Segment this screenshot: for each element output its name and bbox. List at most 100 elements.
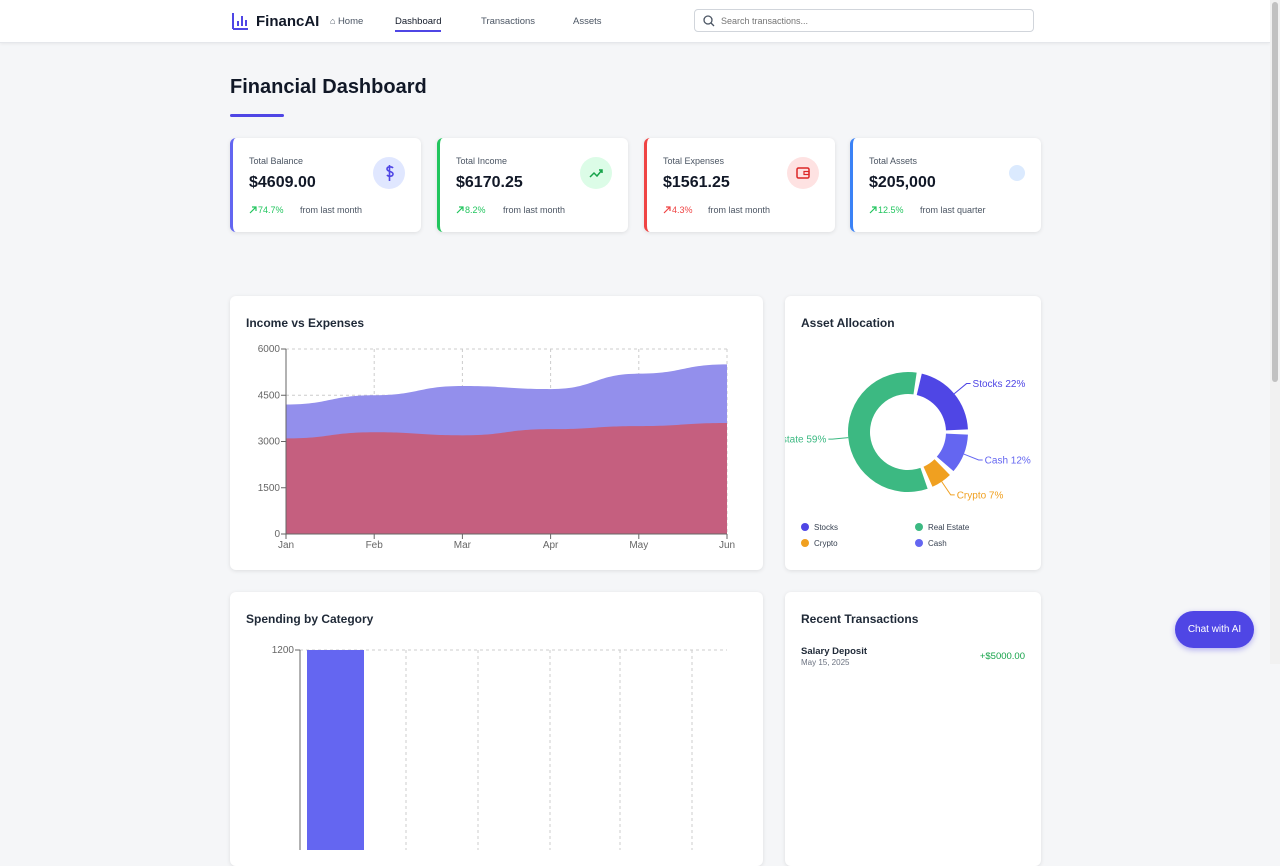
y-tick-label: 4500 [258,390,281,401]
y-tick-label: 1200 [272,645,295,656]
x-tick-label: May [629,540,648,551]
x-tick-label: Feb [366,540,384,551]
y-tick-label: 3000 [258,437,281,448]
transaction-date: May 15, 2025 [801,658,850,667]
legend-label: Real Estate [928,523,970,532]
arrow-path [249,206,257,214]
stat-note: from last month [300,205,363,215]
arrow-path [869,206,877,214]
stat-label: Total Expenses [663,156,725,166]
legend-label: Crypto [814,539,838,548]
stat-change: 12.5% [878,205,904,215]
trend-arrow [663,206,671,214]
chat-button[interactable]: Chat with AI [1175,611,1254,648]
chart-card: Spending by Category 1200 [230,592,763,866]
stat-label: Total Balance [249,156,304,166]
arrow-path [456,206,464,214]
trend-arrow [869,206,877,214]
stat-note: from last month [503,205,566,215]
transactions-card: Recent Transactions Salary Deposit May 1… [785,592,1041,866]
trend-arrow [456,206,464,214]
legend-swatch [801,539,809,547]
stat-card: Total Expenses $1561.25 4.3% from last mont… [644,138,835,232]
legend-swatch [915,523,923,531]
stat-icon [373,157,405,189]
stat-change: 4.3% [672,205,693,215]
stat-card: Total Income $6170.25 8.2% from last month [437,138,628,232]
stat-change: 8.2% [465,205,486,215]
chart-title: Spending by Category [246,612,374,626]
search-input[interactable] [694,9,1034,32]
label-line [953,383,971,395]
slice-label: Real Estate 59% [785,435,826,446]
nav-link-text: Assets [573,16,602,27]
navbar: FinancAI ⌂ Home Dashboard Transactions A… [0,0,1270,43]
chart-card: Income vs Expenses 0 1500 3000 4500 6000 Jan Fe… [230,296,763,570]
stat-card: Total Assets $205,000 12.5% from last quart… [850,138,1041,232]
trend-arrow [249,206,257,214]
legend-label: Cash [928,539,947,548]
y-tick-label: 1500 [258,483,281,494]
stat-card: Total Balance $4609.00 74.7% from last mont… [230,138,421,232]
logo[interactable]: FinancAI [256,13,320,30]
donut-chart: Stocks 22% Real Estate 59% Crypto 7% Cash 1… [785,372,1031,548]
chart-title: Income vs Expenses [246,316,365,330]
pie-slice [936,433,968,472]
stat-icon [1009,165,1025,181]
chart-title: Asset Allocation [801,316,895,330]
stat-icon [787,157,819,189]
y-tick-label: 0 [274,529,280,540]
nav-link[interactable]: Transactions [481,16,535,27]
stat-value: $205,000 [869,174,936,191]
stat-note: from last month [708,205,771,215]
stat-value: $4609.00 [249,174,316,191]
stat-label: Total Income [456,156,508,166]
bar [307,650,364,850]
label-line [963,453,983,461]
title-underline [230,114,284,117]
transaction-name: Salary Deposit [801,646,867,657]
slice-label: Cash 12% [985,455,1031,466]
nav-link-text: Transactions [481,16,536,27]
stat-value: $1561.25 [663,174,730,191]
icon-shape [386,165,394,181]
stat-label: Total Assets [869,156,918,166]
slice-label: Crypto 7% [957,490,1004,501]
page-title: Financial Dashboard [230,76,427,98]
stat-icon [580,157,612,189]
nav-link[interactable]: ⌂ Home [330,16,364,27]
arrow-path [663,206,671,214]
nav-link-text: Dashboard [395,16,442,27]
icon-shape [589,169,603,178]
pie-slice [923,459,950,487]
slice-label: Stocks 22% [973,379,1026,390]
legend-swatch [801,523,809,531]
pie-slice [848,372,928,492]
logo-icon [232,13,248,30]
legend-swatch [915,539,923,547]
pie-slice [916,373,968,431]
x-tick-label: Jun [719,540,735,551]
x-tick-label: Apr [543,540,559,551]
x-tick-label: Jan [278,540,294,551]
icon-shape [796,167,810,179]
nav-link-text: Home [337,16,364,27]
nav-link[interactable]: Dashboard [395,16,442,32]
icon-shape [803,170,810,176]
label-line [941,481,955,496]
nav-link[interactable]: Assets [573,16,602,27]
transactions-title: Recent Transactions [801,612,919,626]
y-tick-label: 6000 [258,344,281,355]
stat-value: $6170.25 [456,174,523,191]
x-tick-label: Mar [454,540,472,551]
scrollbar[interactable] [1270,0,1280,664]
bar-chart: 1200 [272,645,727,850]
stat-note: from last quarter [920,205,986,215]
area-chart: 0 1500 3000 4500 6000 Jan Feb Mar Apr May Jun [258,344,735,551]
transaction-amount: +$5000.00 [979,651,1025,662]
legend-label: Stocks [814,523,838,532]
label-line [828,437,849,440]
search-icon [703,15,715,27]
